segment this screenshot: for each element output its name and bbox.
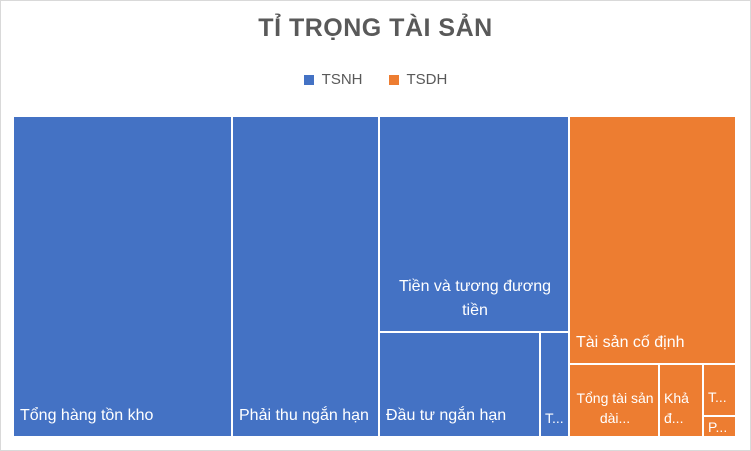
treemap-tile-label: Tài sản cố định [576,334,685,351]
treemap-tile-tsdh-5: P... [703,416,736,437]
treemap-tile-label: Phải thu ngắn hạn [239,407,369,424]
legend-swatch-tsnh [303,74,314,85]
treemap-tile-tsnh-3: Tiền và tương đương tiền [379,116,569,332]
treemap-tile-tsdh-3: Khả đ... [659,364,703,437]
treemap-tile-label: P... [708,419,728,435]
treemap-tile-tsnh-5: T... [540,332,569,437]
legend-item-tsnh: TSNH [303,71,363,88]
legend-swatch-tsdh [388,74,399,85]
legend: TSNH TSDH [0,71,751,88]
treemap-tile-label: Tổng hàng tồn kho [20,407,154,424]
treemap-tile-tsdh-2: Tổng tài sản dài... [569,364,659,437]
treemap-tile-tsnh-1: Tổng hàng tồn kho [13,116,232,437]
treemap-tile-tsdh-4: T... [703,364,736,416]
legend-label-tsnh: TSNH [321,71,363,88]
chart-title: TỈ TRỌNG TÀI SẢN [258,14,493,42]
treemap-tile-label: Tiền và tương đương tiền [398,278,552,319]
treemap-tile-label: Đầu tư ngắn hạn [386,407,507,424]
treemap-tile-label: Tổng tài sản dài... [576,390,654,426]
treemap-tile-label: Khả đ... [664,390,689,426]
treemap-tile-tsnh-4: Đầu tư ngắn hạn [379,332,540,437]
treemap-tile-tsdh-1: Tài sản cố định [569,116,736,364]
treemap-tile-label: T... [545,410,564,426]
treemap-tile-label: T... [708,389,727,405]
legend-label-tsdh: TSDH [406,71,448,88]
legend-item-tsdh: TSDH [388,71,448,88]
treemap-tile-tsnh-2: Phải thu ngắn hạn [232,116,379,437]
